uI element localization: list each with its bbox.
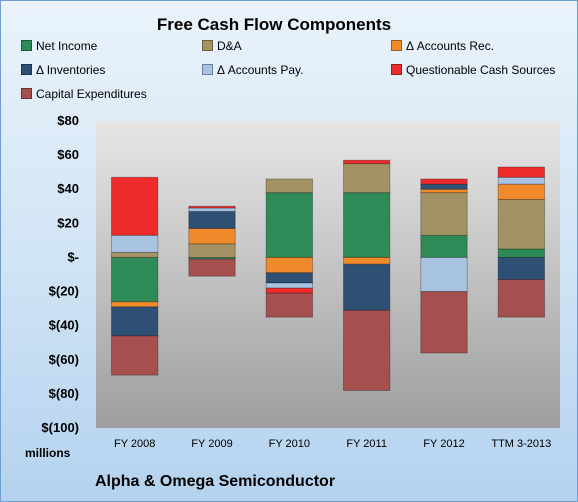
x-tick-label: TTM 3-2013	[491, 438, 551, 450]
legend-item: D&A	[202, 39, 242, 53]
bar-segment	[497, 256, 546, 281]
unit-label: millions	[25, 446, 71, 460]
x-tick-label: FY 2009	[191, 438, 232, 450]
y-tick-label: $(100)	[41, 420, 79, 435]
bar-segment	[110, 234, 159, 253]
legend: Net Income D&A Δ Accounts Rec. Δ Inventorie…	[21, 39, 577, 105]
bar-segment	[497, 176, 546, 185]
bar-segment	[110, 256, 159, 303]
legend-swatch	[202, 64, 213, 75]
y-tick-label: $-	[67, 249, 79, 264]
legend-label: Net Income	[36, 39, 98, 53]
y-tick-label: $40	[57, 181, 79, 196]
x-tick-label: FY 2010	[269, 438, 310, 450]
legend-item: Questionable Cash Sources	[391, 63, 555, 77]
bar-segment	[420, 192, 468, 236]
bar-segment	[497, 183, 546, 200]
bar-segment	[420, 183, 468, 190]
bar-segment	[110, 251, 159, 258]
bar-segment	[342, 309, 391, 391]
bar-segment	[265, 256, 314, 274]
bar-segment	[420, 291, 468, 354]
bar-segment	[497, 198, 546, 250]
legend-swatch	[391, 64, 402, 75]
legend-item: Δ Inventories	[21, 63, 105, 77]
y-tick-label: $(40)	[49, 318, 79, 333]
legend-swatch	[21, 40, 32, 51]
legend-item: Capital Expenditures	[21, 87, 147, 101]
bar-segment	[188, 210, 236, 229]
x-tick-label: FY 2012	[423, 438, 464, 450]
legend-label: Capital Expenditures	[36, 87, 147, 101]
bar-segment	[265, 292, 314, 318]
bar-segment	[342, 256, 391, 265]
bar-segment	[265, 287, 314, 294]
bar-segment	[265, 272, 314, 284]
legend-swatch	[21, 88, 32, 99]
y-tick-label: $(80)	[49, 386, 79, 401]
legend-label: Δ Accounts Rec.	[406, 39, 495, 53]
bar-segment	[342, 192, 391, 258]
legend-label: D&A	[217, 39, 242, 53]
bar-segment	[342, 159, 391, 165]
x-tick-label: FY 2011	[346, 438, 387, 450]
chart-title: Free Cash Flow Components	[156, 15, 392, 34]
x-tick-label: FY 2008	[114, 438, 155, 450]
bar-segment	[342, 163, 391, 194]
bar-segment	[110, 301, 159, 308]
legend-item: Δ Accounts Rec.	[391, 39, 494, 53]
bar-segment	[497, 279, 546, 318]
bar-segment	[188, 227, 236, 245]
y-tick-label: $(60)	[49, 352, 79, 367]
legend-swatch	[202, 40, 213, 51]
bar-segment	[265, 192, 314, 258]
bar-segment	[420, 178, 468, 185]
y-tick-label: $(20)	[49, 284, 79, 299]
bar-segment	[188, 207, 236, 212]
y-tick-label: $60	[57, 147, 79, 162]
bar-segment	[420, 234, 468, 258]
legend-label: Δ Accounts Pay.	[217, 63, 304, 77]
legend-label: Questionable Cash Sources	[406, 63, 556, 77]
bar-segment	[110, 306, 159, 337]
bar-segment	[188, 205, 236, 209]
bar-segment	[265, 178, 314, 194]
legend-item: Net Income	[21, 39, 97, 53]
bar-segment	[342, 263, 391, 311]
bar-segment	[110, 176, 159, 236]
bar-segment	[188, 258, 236, 277]
legend-item: Δ Accounts Pay.	[202, 63, 304, 77]
bar-segment	[420, 256, 468, 293]
company-name: Alpha & Omega Semiconductor	[95, 473, 336, 490]
bar-segment	[420, 188, 468, 194]
bar-segment	[497, 248, 546, 258]
bar-segment	[265, 282, 314, 289]
y-tick-label: $20	[57, 215, 79, 230]
plot-background	[96, 121, 560, 428]
legend-swatch	[391, 40, 402, 51]
legend-label: Δ Inventories	[36, 63, 106, 77]
legend-swatch	[21, 64, 32, 75]
y-tick-label: $80	[57, 113, 79, 128]
bar-segment	[497, 166, 546, 178]
bar-segment	[110, 335, 159, 376]
bar-segment	[188, 243, 236, 258]
